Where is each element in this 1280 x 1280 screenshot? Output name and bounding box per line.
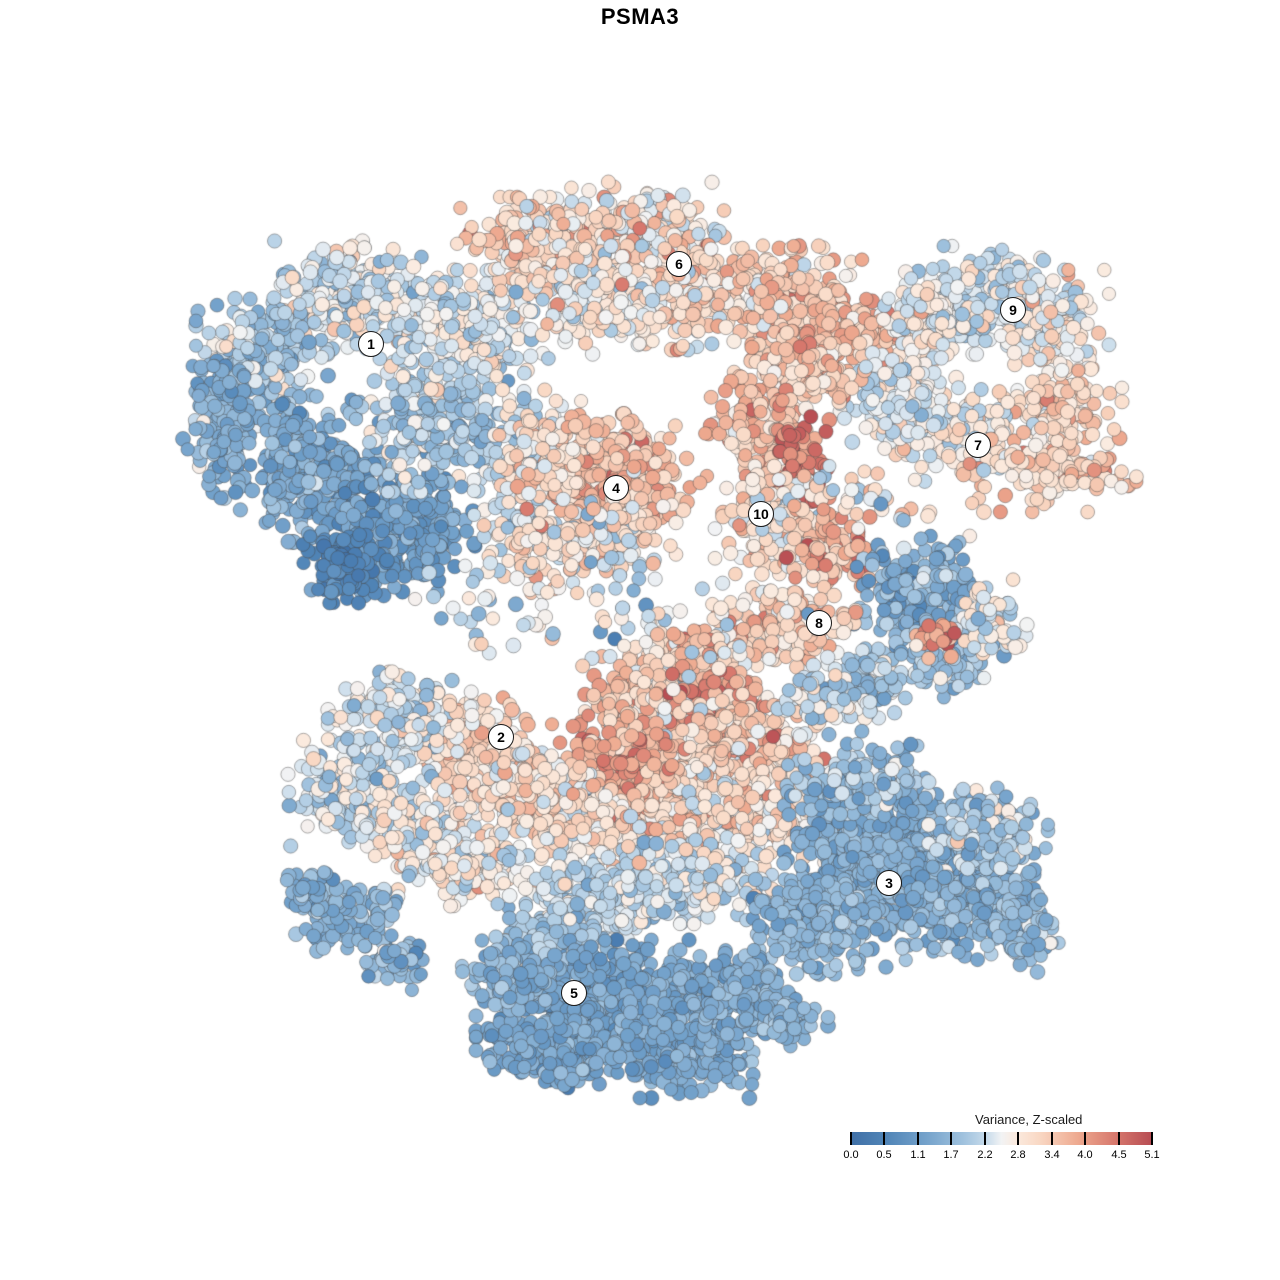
legend-tick-label: 1.7 bbox=[943, 1149, 959, 1161]
legend-tick bbox=[850, 1132, 852, 1145]
legend-tick-label: 1.1 bbox=[910, 1149, 926, 1161]
cluster-label-1: 1 bbox=[358, 331, 384, 357]
legend-colorbar: 0.0 0.5 1.1 1.7 2.2 2.8 3.4 4.0 4.5 5.1 bbox=[843, 1132, 1160, 1161]
cluster-label-2: 2 bbox=[488, 724, 514, 750]
legend-tick bbox=[1051, 1132, 1053, 1145]
legend-tick-label: 2.8 bbox=[1010, 1149, 1026, 1161]
legend-tick-label: 0.0 bbox=[843, 1149, 859, 1161]
legend-tick bbox=[883, 1132, 885, 1145]
legend-tick bbox=[984, 1132, 986, 1145]
legend-tick-label: 0.5 bbox=[876, 1149, 892, 1161]
legend-tick bbox=[1118, 1132, 1120, 1145]
legend-tick-label: 2.2 bbox=[977, 1149, 993, 1161]
cluster-label-10: 10 bbox=[748, 501, 774, 527]
cluster-label-3: 3 bbox=[876, 870, 902, 896]
legend-title: Variance, Z-scaled bbox=[975, 1112, 1083, 1127]
cluster-label-5: 5 bbox=[561, 980, 587, 1006]
legend-tick-label: 4.5 bbox=[1111, 1149, 1127, 1161]
cluster-label-8: 8 bbox=[806, 610, 832, 636]
legend-tick bbox=[1084, 1132, 1086, 1145]
cluster-label-4: 4 bbox=[603, 475, 629, 501]
color-legend: Variance, Z-scaled 0.0 0.5 1.1 1.7 2.2 2.8 3.4… bbox=[830, 1108, 1170, 1178]
legend-tick-label: 3.4 bbox=[1044, 1149, 1060, 1161]
legend-tick-label: 4.0 bbox=[1077, 1149, 1093, 1161]
page-title: PSMA3 bbox=[600, 4, 680, 29]
cluster-label-9: 9 bbox=[1000, 297, 1026, 323]
legend-tick bbox=[917, 1132, 919, 1145]
legend-tick-label: 5.1 bbox=[1144, 1149, 1160, 1161]
legend-tick bbox=[1151, 1132, 1153, 1145]
legend-tick bbox=[950, 1132, 952, 1145]
cluster-label-7: 7 bbox=[965, 432, 991, 458]
cluster-label-6: 6 bbox=[666, 251, 692, 277]
legend-tick bbox=[1017, 1132, 1019, 1145]
